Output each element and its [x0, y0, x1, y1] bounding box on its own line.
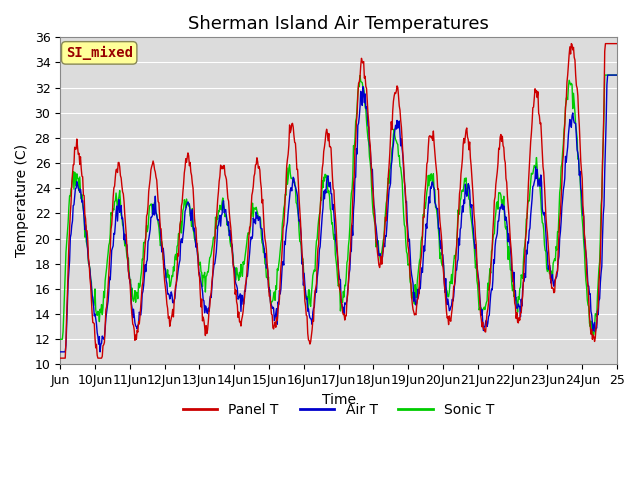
Text: SI_mixed: SI_mixed: [66, 46, 132, 60]
Legend: Panel T, Air T, Sonic T: Panel T, Air T, Sonic T: [177, 398, 500, 423]
X-axis label: Time: Time: [322, 393, 356, 407]
Title: Sherman Island Air Temperatures: Sherman Island Air Temperatures: [188, 15, 489, 33]
Y-axis label: Temperature (C): Temperature (C): [15, 144, 29, 257]
